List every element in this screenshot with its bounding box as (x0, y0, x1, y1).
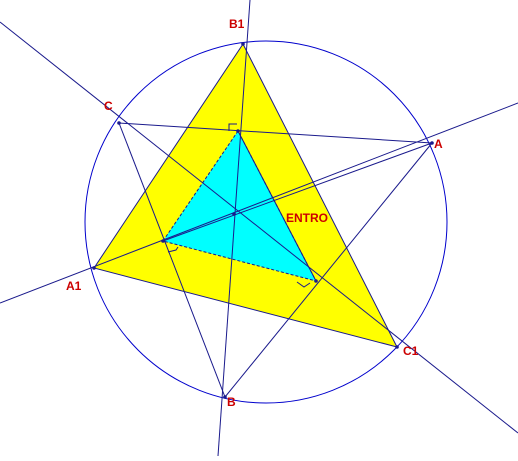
segment-top-to-right (237, 130, 317, 282)
label-center: ENTRO (286, 211, 328, 225)
point-c1 (395, 345, 399, 349)
side-a-b (224, 142, 433, 398)
point-a1 (92, 266, 96, 270)
right-angle-marker-left (167, 246, 179, 253)
right-angle-marker-top (228, 123, 237, 131)
line-a1-a (0, 102, 518, 304)
point-inner-left (161, 239, 165, 243)
segment-left-to-a (162, 142, 433, 242)
line-c-c1 (0, 21, 518, 434)
side-c-a (118, 122, 433, 144)
label-a1: A1 (66, 279, 82, 293)
label-b: B (227, 395, 236, 409)
right-angle-marker-right (296, 281, 311, 288)
point-b1 (241, 42, 245, 46)
side-b-c (118, 122, 226, 398)
point-inner-right (314, 279, 318, 283)
point-b (223, 395, 227, 399)
point-center (232, 212, 236, 216)
line-b1-b (217, 0, 251, 457)
label-b1: B1 (229, 17, 245, 31)
label-a: A (434, 137, 443, 151)
point-c (117, 121, 121, 125)
circumcircle (84, 40, 448, 404)
point-a (430, 141, 434, 145)
label-c1: C1 (403, 344, 419, 358)
label-c: C (104, 99, 113, 113)
point-inner-top (236, 129, 240, 133)
